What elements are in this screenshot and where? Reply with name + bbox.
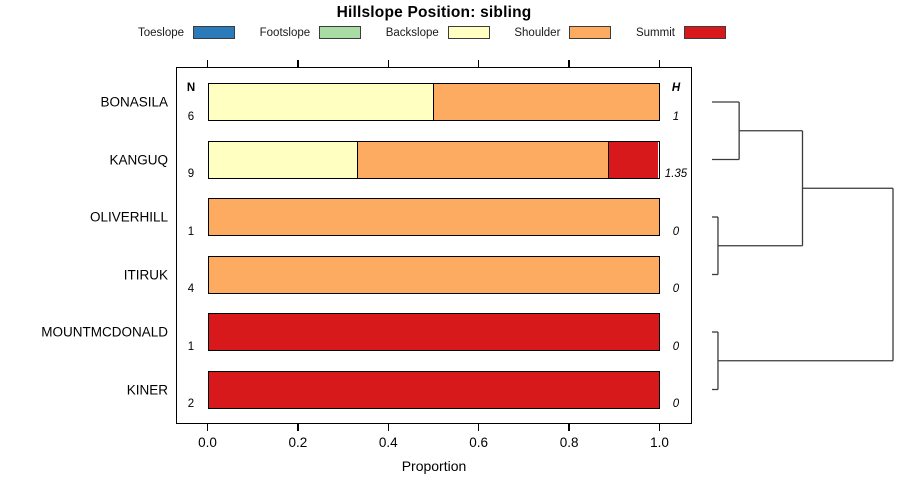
h-value: 1.35 (664, 168, 688, 180)
legend-swatch (683, 26, 726, 39)
legend-swatch (447, 26, 490, 39)
x-tick-top (658, 60, 661, 67)
h-value: 0 (672, 398, 680, 410)
bar-segment-shoulder (358, 141, 609, 178)
legend-label: Toeslope (138, 26, 185, 39)
legend-label: Backslope (385, 26, 439, 39)
row-label-mountmcdonald: MOUNTMCDONALD (41, 324, 168, 340)
bar-segment-backslope (208, 84, 434, 120)
bar-segment-shoulder (433, 84, 659, 120)
n-value: 6 (187, 110, 195, 123)
bar-segment-summit (208, 371, 659, 408)
legend: Toeslope Footslope Backslope Shoulder Summit (138, 26, 726, 39)
x-tick-label: 0.2 (288, 435, 308, 450)
legend-item-toeslope: Toeslope (138, 26, 236, 39)
row-label-kanguq: KANGUQ (109, 152, 168, 167)
h-value: 0 (672, 283, 680, 295)
x-tick-label: 0.6 (469, 435, 489, 450)
stacked-bar-itiruk (207, 255, 660, 294)
h-value: 0 (672, 225, 680, 238)
x-tick-bottom (478, 424, 480, 431)
x-tick-bottom (297, 424, 299, 431)
stacked-bar-bonasila (207, 83, 660, 121)
legend-swatch (569, 26, 612, 39)
bar-segment-shoulder (208, 256, 659, 293)
legend-label: Summit (635, 26, 675, 39)
row-label-oliverhill: OLIVERHILL (89, 209, 168, 225)
h-column-header: H (671, 82, 681, 94)
bar-segment-summit (608, 141, 659, 178)
legend-swatch (319, 26, 362, 39)
bar-segment-summit (208, 314, 659, 350)
n-value: 1 (187, 225, 195, 238)
n-value: 9 (187, 168, 195, 180)
legend-item-summit: Summit (636, 26, 726, 39)
x-tick-top (387, 60, 389, 67)
legend-item-footslope: Footslope (260, 26, 362, 39)
legend-item-shoulder: Shoulder (514, 26, 612, 39)
legend-label: Footslope (259, 26, 311, 39)
x-axis-title: Proportion (401, 458, 467, 474)
x-tick-bottom (658, 424, 661, 431)
n-column-header: N (186, 82, 196, 94)
row-label-itiruk: ITIRUK (123, 267, 168, 282)
n-value: 1 (187, 340, 195, 353)
chart-title: Hillslope Position: sibling (336, 4, 532, 21)
h-value: 0 (672, 340, 680, 353)
x-tick-top (206, 60, 209, 67)
x-tick-label: 0.8 (559, 435, 579, 450)
x-tick-top (478, 60, 480, 67)
stacked-bar-oliverhill (207, 198, 660, 236)
bar-segment-shoulder (208, 199, 659, 235)
stacked-bar-kiner (207, 370, 660, 409)
n-value: 2 (187, 398, 195, 410)
n-value: 4 (187, 283, 195, 295)
x-tick-bottom (568, 424, 570, 431)
stacked-bar-kanguq (207, 140, 660, 179)
x-tick-label: 0.0 (198, 435, 217, 450)
plot-box (176, 67, 692, 424)
x-tick-label: 0.4 (378, 435, 398, 450)
row-label-kiner: KINER (126, 382, 168, 397)
row-label-bonasila: BONASILA (100, 94, 168, 110)
legend-swatch (193, 26, 236, 39)
x-tick-top (297, 60, 299, 67)
x-tick-label: 1.0 (650, 435, 669, 450)
stacked-bar-mountmcdonald (207, 313, 660, 351)
x-tick-bottom (387, 424, 389, 431)
legend-item-backslope: Backslope (386, 26, 490, 39)
legend-label: Shoulder (514, 26, 561, 39)
x-tick-bottom (206, 424, 209, 431)
bar-segment-backslope (208, 141, 359, 178)
h-value: 1 (672, 110, 680, 123)
x-tick-top (568, 60, 570, 67)
